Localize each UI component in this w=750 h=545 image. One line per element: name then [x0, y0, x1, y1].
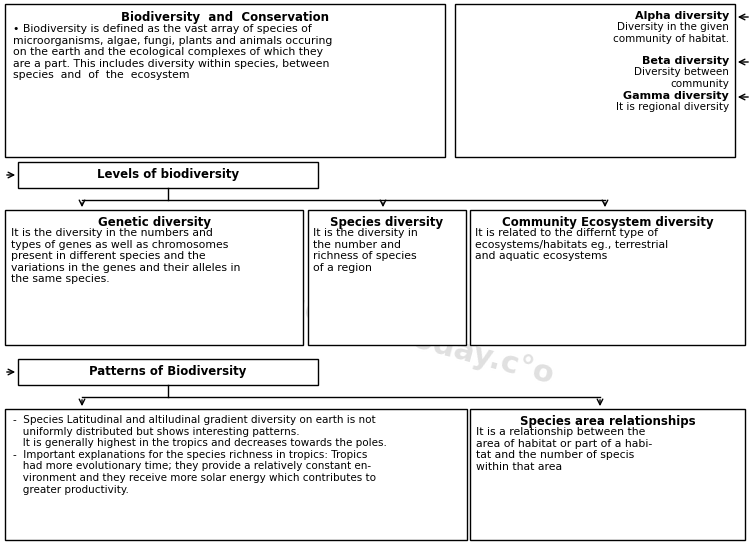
- Text: Beta diversity: Beta diversity: [642, 56, 729, 66]
- Text: It is related to the differnt type of
ecosystems/habitats eg., terrestrial
and a: It is related to the differnt type of ec…: [475, 228, 668, 261]
- Text: Community Ecosystem diversity: Community Ecosystem diversity: [502, 216, 713, 229]
- Text: Alpha diversity: Alpha diversity: [634, 11, 729, 21]
- Text: tudents°oday.c°o: tudents°oday.c°o: [267, 286, 558, 390]
- Text: Diversity in the given
community of habitat.: Diversity in the given community of habi…: [613, 22, 729, 44]
- Bar: [18, 359, 318, 385]
- Text: • Biodiversity is defined as the vast array of species of
microorganisms, algae,: • Biodiversity is defined as the vast ar…: [13, 24, 332, 81]
- Bar: [455, 4, 735, 157]
- Text: It is regional diversity: It is regional diversity: [616, 102, 729, 112]
- Text: Patterns of Biodiversity: Patterns of Biodiversity: [89, 365, 247, 378]
- Bar: [308, 210, 466, 345]
- Text: Levels of biodiversity: Levels of biodiversity: [97, 168, 239, 181]
- Bar: [470, 210, 745, 345]
- Text: It is a relationship between the
area of habitat or part of a habi-
tat and the : It is a relationship between the area of…: [476, 427, 652, 472]
- Text: Species diversity: Species diversity: [331, 216, 443, 229]
- Text: It is the diversity in the numbers and
types of genes as well as chromosomes
pre: It is the diversity in the numbers and t…: [11, 228, 240, 284]
- Text: -  Species Latitudinal and altiludinal gradient diversity on earth is not
   uni: - Species Latitudinal and altiludinal gr…: [13, 415, 387, 495]
- Bar: [18, 162, 318, 188]
- Bar: [5, 409, 467, 540]
- Text: Genetic diversity: Genetic diversity: [98, 216, 211, 229]
- Text: Biodiversity  and  Conservation: Biodiversity and Conservation: [121, 11, 329, 24]
- Text: Diversity between
community: Diversity between community: [634, 67, 729, 89]
- Bar: [470, 409, 745, 540]
- Text: It is the diversity in
the number and
richness of species
of a region: It is the diversity in the number and ri…: [313, 228, 418, 273]
- Bar: [5, 4, 445, 157]
- Bar: [5, 210, 303, 345]
- Text: Gamma diversity: Gamma diversity: [623, 91, 729, 101]
- Text: Species area relationships: Species area relationships: [520, 415, 695, 428]
